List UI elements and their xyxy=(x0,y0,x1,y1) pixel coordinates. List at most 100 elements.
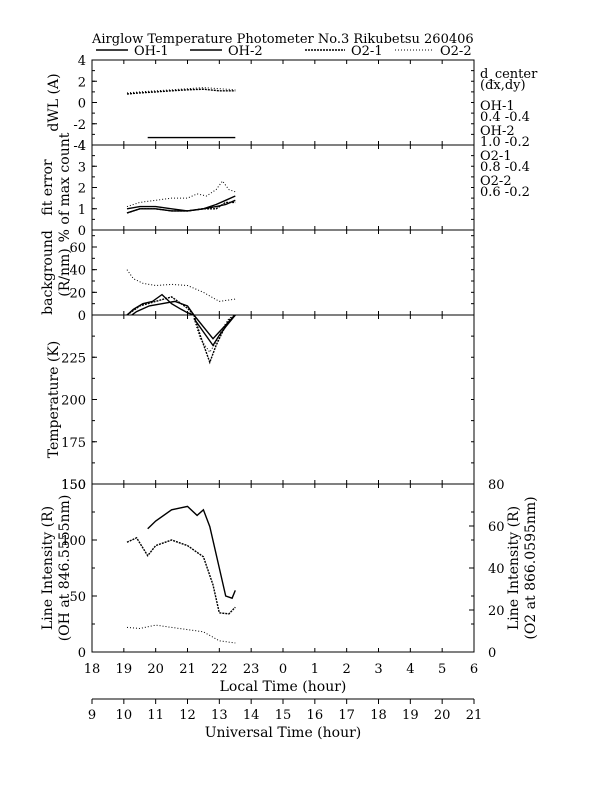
local-time-label: Local Time (hour) xyxy=(220,679,347,695)
series-temp-oh-1 xyxy=(193,315,236,347)
local-time-tick-3: 21 xyxy=(179,662,196,677)
ytick-label-bg-3: 60 xyxy=(69,241,86,256)
right-ylabel-line-0: Line Intensity (R) xyxy=(506,506,522,630)
ylabel-dwl-0: dWL (A) xyxy=(46,73,62,131)
ylabel-bg-0: background xyxy=(40,230,56,315)
ut-tick-2: 11 xyxy=(147,708,164,723)
series-bg-o2-2 xyxy=(126,269,236,302)
d-center-value-o2-1: 0.8 -0.4 xyxy=(480,160,530,175)
series-int-o2-1 xyxy=(126,536,236,615)
panel-frame-fit xyxy=(91,144,475,231)
ytick-label-bg-0: 0 xyxy=(78,309,86,324)
ut-tick-3: 12 xyxy=(179,708,196,723)
ytick-label-int-2: 100 xyxy=(61,534,86,549)
right-ytick-label-4: 80 xyxy=(488,478,505,493)
local-time-tick-5: 23 xyxy=(243,662,260,677)
ylabel-fit-0: fit error xyxy=(40,159,56,216)
ut-tick-6: 15 xyxy=(275,708,292,723)
local-time-tick-4: 22 xyxy=(211,662,228,677)
series-bg-oh-2 xyxy=(130,300,195,315)
panel-fit: 0 1 2 3 4 fit error% of max count xyxy=(40,132,475,242)
ylabel-bg-1: (R/nm) xyxy=(57,248,73,296)
d-center-value-oh-1: 0.4 -0.4 xyxy=(480,110,530,125)
local-time-tick-2: 20 xyxy=(147,662,164,677)
right-ytick-label-2: 40 xyxy=(488,562,505,577)
ut-tick-10: 19 xyxy=(402,708,419,723)
series-temp-o2-2 xyxy=(193,315,236,354)
panel-dwl: -4 -2 0 2 4 dWL (A) xyxy=(46,54,475,154)
local-time-tick-0: 18 xyxy=(84,662,101,677)
panels: -4 -2 0 2 4 dWL (A) 0 1 2 3 4 fit error% of max cou… xyxy=(40,54,539,661)
ytick-label-fit-2: 2 xyxy=(78,182,86,197)
d-center-note: d_center(dx,dy)OH-10.4 -0.4OH-21.0 -0.2O… xyxy=(480,67,538,200)
ytick-label-temp-0: 150 xyxy=(61,478,86,493)
ut-tick-0: 9 xyxy=(88,708,96,723)
ytick-label-dwl-0: -4 xyxy=(73,139,86,154)
series-int-o2-2 xyxy=(126,624,236,644)
series-dwl-o2-1 xyxy=(126,88,236,95)
ut-tick-1: 10 xyxy=(116,708,133,723)
panel-bg: 0 20 40 60 background (R/nm) xyxy=(40,229,475,324)
ytick-label-fit-3: 3 xyxy=(78,160,86,175)
ut-tick-7: 16 xyxy=(307,708,324,723)
ytick-label-int-1: 50 xyxy=(69,590,86,605)
local-time-tick-8: 2 xyxy=(343,662,351,677)
ytick-label-temp-1: 175 xyxy=(61,436,86,451)
local-time-tick-10: 4 xyxy=(406,662,414,677)
ytick-label-int-0: 0 xyxy=(78,646,86,661)
local-time-tick-1: 19 xyxy=(116,662,133,677)
series-dwl-o2-2 xyxy=(126,87,236,94)
legend: OH-1 OH-2 O2-1 O2-2 xyxy=(96,44,472,59)
d-center-heading-0: d_center xyxy=(480,67,538,82)
right-ytick-label-3: 60 xyxy=(488,520,505,535)
series-int-oh-1 xyxy=(147,505,236,600)
ytick-label-temp-2: 200 xyxy=(61,394,86,409)
ytick-label-int-3: 150 xyxy=(61,478,86,493)
legend-label-o2-1: O2-1 xyxy=(351,44,383,59)
figure-title: Airglow Temperature Photometer No.3 Riku… xyxy=(91,32,474,47)
local-time-tick-7: 1 xyxy=(311,662,319,677)
series-bg-o2-1 xyxy=(126,296,195,315)
legend-label-oh-2: OH-2 xyxy=(228,44,263,59)
d-center-name-o2-2: O2-2 xyxy=(480,174,512,189)
local-time-tick-6: 0 xyxy=(279,662,287,677)
panel-frame-int xyxy=(91,483,475,653)
ut-tick-12: 21 xyxy=(466,708,483,723)
right-ytick-label-1: 20 xyxy=(488,604,505,619)
ytick-label-dwl-2: 0 xyxy=(78,97,86,112)
right-ylabel-line-1: (O2 at 866.0595nm) xyxy=(523,496,539,639)
local-time-tick-9: 3 xyxy=(374,662,382,677)
panel-frame-temp xyxy=(91,314,475,485)
d-center-value-o2-2: 0.6 -0.2 xyxy=(480,185,530,200)
legend-label-o2-2: O2-2 xyxy=(440,44,472,59)
ut-label: Universal Time (hour) xyxy=(205,725,362,741)
legend-label-oh-1: OH-1 xyxy=(134,44,169,59)
d-center-value-oh-2: 1.0 -0.2 xyxy=(480,135,530,150)
ytick-label-bg-2: 40 xyxy=(69,264,86,279)
ut-tick-8: 17 xyxy=(338,708,355,723)
ytick-label-bg-1: 20 xyxy=(69,286,86,301)
d-center-name-oh-1: OH-1 xyxy=(480,99,515,114)
ut-tick-11: 20 xyxy=(434,708,451,723)
d-center-name-o2-1: O2-1 xyxy=(480,149,512,164)
ylabel-int-1: (OH at 846.5555nm) xyxy=(57,495,73,642)
ylabel-temp-0: Temperature (K) xyxy=(46,341,62,459)
series-temp-o2-1 xyxy=(193,315,236,365)
ytick-label-fit-1: 1 xyxy=(78,203,86,218)
ytick-label-dwl-3: 2 xyxy=(78,75,86,90)
ytick-label-dwl-4: 4 xyxy=(78,54,86,69)
panel-frame-dwl xyxy=(91,59,475,146)
series-fit-o2-1 xyxy=(126,201,236,214)
right-ytick-label-0: 0 xyxy=(488,646,496,661)
ytick-label-fit-0: 0 xyxy=(78,224,86,239)
ytick-label-fit-4: 4 xyxy=(78,139,86,154)
d-center-name-oh-2: OH-2 xyxy=(480,124,515,139)
ylabel-fit-1: % of max count xyxy=(57,132,73,242)
ytick-label-temp-3: 225 xyxy=(61,351,86,366)
ut-tick-4: 13 xyxy=(211,708,228,723)
local-time-tick-12: 6 xyxy=(470,662,478,677)
d-center-heading-1: (dx,dy) xyxy=(480,78,526,93)
